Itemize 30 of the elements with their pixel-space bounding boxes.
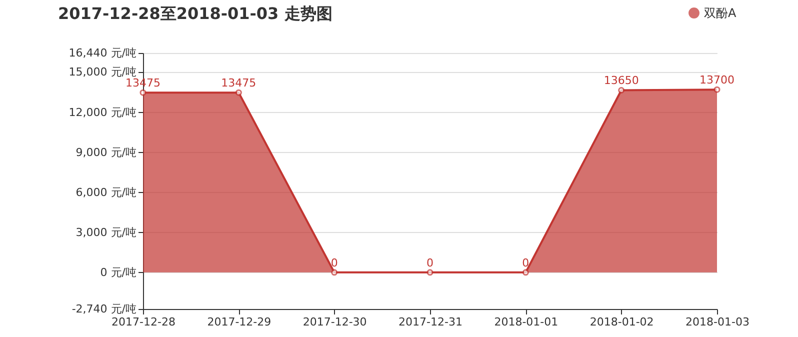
- x-tick-label: 2018-01-02: [590, 316, 654, 328]
- legend-label: 双酚A: [704, 6, 737, 20]
- y-tick-label: 12,000 元/吨: [68, 106, 136, 119]
- y-tick-label: 3,000 元/吨: [76, 226, 136, 239]
- data-label: 13650: [604, 74, 639, 88]
- x-tick-label: 2018-01-03: [686, 316, 750, 328]
- point: [618, 86, 625, 94]
- x-tick-label: 2018-01-01: [494, 316, 558, 328]
- y-tick-label: 16,440 元/吨: [68, 46, 136, 60]
- x-tick-label: 2017-12-30: [302, 316, 367, 328]
- data-label: 0: [426, 256, 434, 270]
- y-tick-label: 9,000 元/吨: [76, 146, 136, 159]
- y-tick-label: 15,000 元/吨: [68, 66, 136, 79]
- chart-title: 2017-12-28至2018-01-03 走势图: [58, 4, 332, 25]
- data-label: 0: [522, 256, 530, 270]
- data-label: 13475: [221, 76, 256, 90]
- x-tick-label: 2017-12-29: [207, 316, 272, 328]
- point: [522, 269, 529, 276]
- point: [714, 86, 720, 93]
- data-label: 13700: [700, 74, 734, 87]
- point: [140, 89, 146, 96]
- point: [331, 269, 338, 276]
- data-label: 0: [330, 256, 338, 270]
- point: [235, 89, 242, 96]
- y-tick-label: 6,000 元/吨: [76, 186, 136, 199]
- y-tick-label: 0 元/吨: [100, 266, 136, 279]
- point: [426, 269, 434, 276]
- x-tick-label: 2017-12-31: [398, 316, 462, 328]
- y-tick-label: -2,740 元/吨: [72, 302, 136, 316]
- x-tick-label: 2017-12-28: [112, 316, 176, 328]
